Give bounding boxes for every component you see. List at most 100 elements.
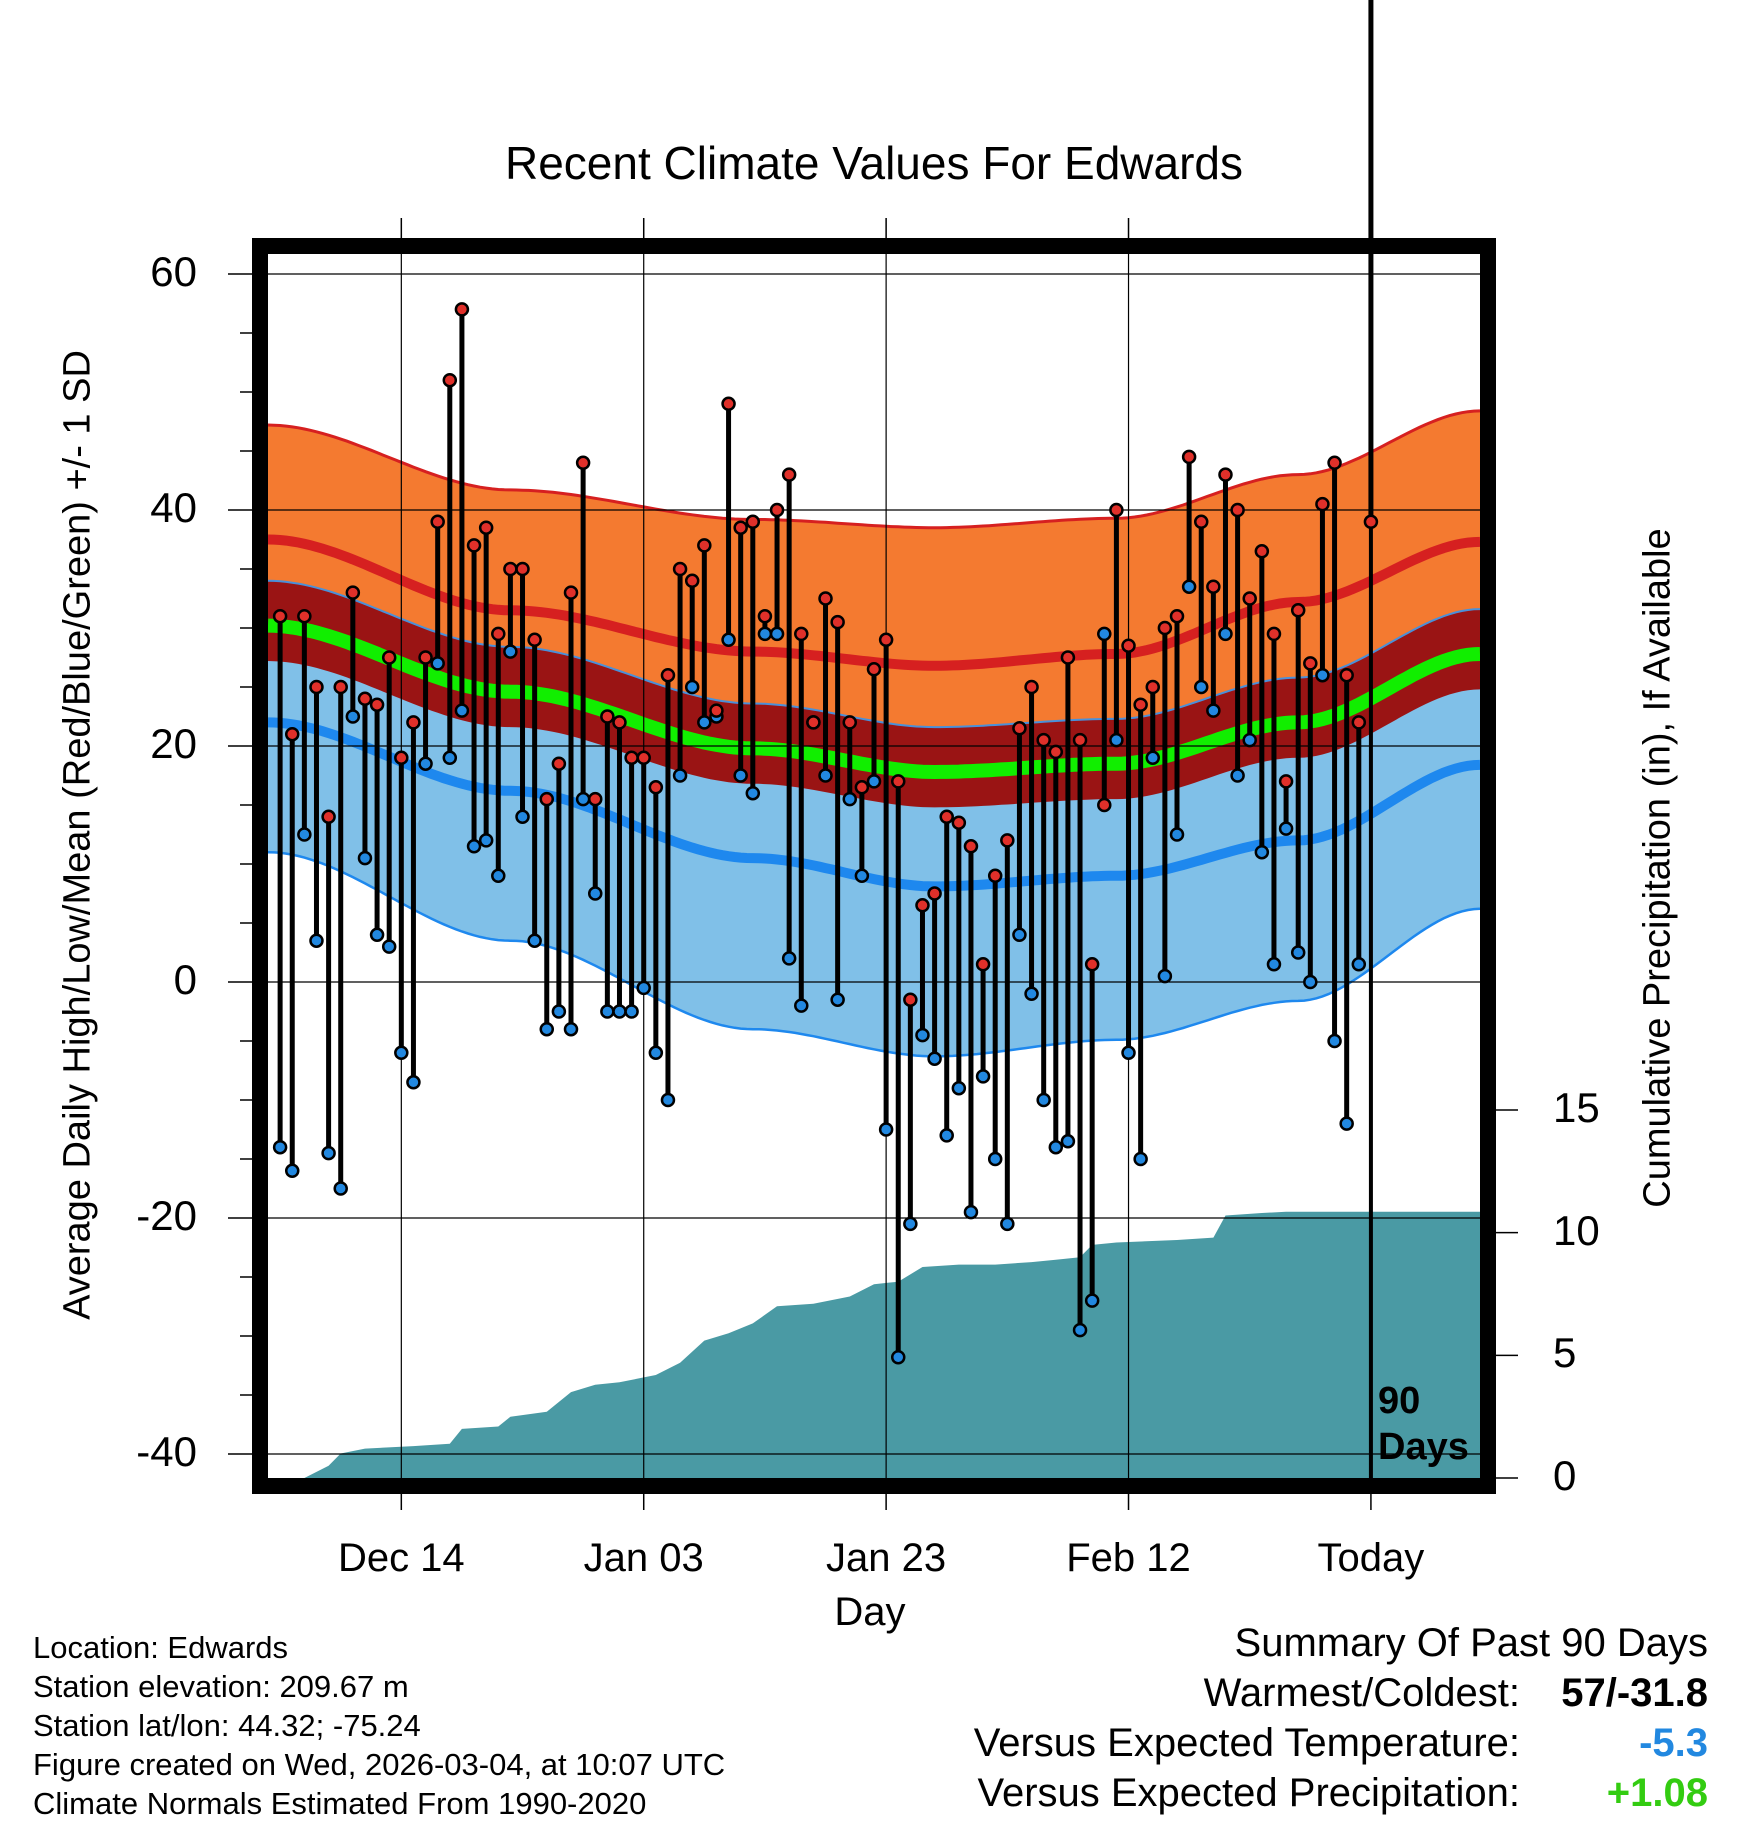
daily-high-point xyxy=(1000,833,1015,848)
y-tick-label: 40 xyxy=(150,484,197,531)
daily-high-point xyxy=(818,591,833,606)
low-normal-line xyxy=(267,717,1481,892)
daily-high-point xyxy=(1290,603,1306,618)
daily-low-point xyxy=(527,933,542,948)
x-tick-label: Today xyxy=(1317,1536,1425,1580)
daily-low-point xyxy=(878,1122,894,1137)
daily-high-point xyxy=(806,715,821,730)
summary-precip-value: +1.08 xyxy=(1606,1771,1708,1815)
y-tick-label: -20 xyxy=(136,1192,197,1239)
daily-low-point xyxy=(757,626,773,642)
daily-high-point xyxy=(345,585,361,600)
daily-high-point xyxy=(1363,514,1379,530)
daily-low-point xyxy=(684,679,700,695)
daily-high-point xyxy=(527,632,542,648)
daily-high-point xyxy=(781,467,797,482)
daily-high-point xyxy=(1097,797,1112,813)
daily-high-point xyxy=(684,573,700,589)
daily-low-point xyxy=(842,791,858,807)
daily-high-point xyxy=(442,372,458,388)
daily-low-point xyxy=(1303,974,1318,990)
daily-high-point xyxy=(272,608,288,624)
daily-high-point xyxy=(1193,514,1209,530)
precipitation-layer xyxy=(268,1211,1480,1478)
daily-low-point xyxy=(587,886,603,901)
daily-high-point xyxy=(381,650,397,665)
daily-low-point xyxy=(672,768,688,783)
daily-low-point xyxy=(1254,844,1270,860)
daily-low-point xyxy=(381,939,397,954)
daily-high-point xyxy=(1048,744,1064,760)
daily-high-point xyxy=(1303,656,1318,671)
summary-warmest-label: Warmest/Coldest: xyxy=(1203,1671,1520,1715)
daily-low-point xyxy=(987,1151,1003,1167)
daily-low-point xyxy=(1097,626,1112,642)
plot-frame xyxy=(252,238,1496,1494)
daily-low-point xyxy=(939,1128,954,1143)
daily-high-point xyxy=(1266,626,1282,642)
daily-high-point xyxy=(927,886,942,901)
daily-high-point xyxy=(1024,679,1039,695)
low-minus-sd-line xyxy=(267,850,1481,1058)
info-location: Location: Edwards xyxy=(33,1630,289,1665)
daily-low-point xyxy=(927,1051,942,1066)
daily-high-point xyxy=(697,538,712,553)
daily-low-point xyxy=(442,750,458,766)
chart-title: Recent Climate Values For Edwards xyxy=(505,137,1243,189)
daily-low-point xyxy=(345,709,361,724)
daily-high-point xyxy=(1218,467,1233,482)
daily-high-point xyxy=(975,957,991,972)
daily-high-point xyxy=(624,750,639,766)
daily-low-point xyxy=(915,1027,930,1043)
daily-low-point xyxy=(1121,1045,1136,1061)
y-tick-label: 60 xyxy=(150,248,197,295)
y-tick-label: 20 xyxy=(150,720,197,767)
daily-high-point xyxy=(721,396,736,412)
daily-low-point xyxy=(1133,1151,1148,1167)
daily-points xyxy=(272,302,1379,1365)
daily-low-point xyxy=(781,951,797,966)
info-elevation: Station elevation: 209.67 m xyxy=(33,1669,409,1704)
daily-low-point xyxy=(369,927,385,943)
daily-high-point xyxy=(575,455,591,471)
summary-heading-text: Summary Of Past 90 Days xyxy=(1234,1621,1708,1665)
daily-low-point xyxy=(272,1139,288,1155)
daily-high-point xyxy=(587,791,603,807)
summary-temp-label: Versus Expected Temperature: xyxy=(973,1721,1520,1765)
daily-low-point xyxy=(309,933,324,948)
daily-high-point xyxy=(903,992,918,1007)
daily-high-point xyxy=(406,715,421,730)
daily-low-point xyxy=(1206,703,1221,718)
daily-high-point xyxy=(1339,667,1354,683)
daily-low-point xyxy=(551,1004,567,1019)
high-plus-sd-line xyxy=(267,409,1481,530)
daily-high-point xyxy=(563,585,579,600)
daily-low-point xyxy=(491,868,506,884)
today-marker-label-line: Days xyxy=(1378,1426,1469,1468)
daily-low-point xyxy=(1327,1033,1342,1049)
daily-high-point xyxy=(284,726,300,742)
daily-high-point xyxy=(709,703,724,718)
daily-high-point xyxy=(1327,455,1342,471)
info-normals: Climate Normals Estimated From 1990-2020 xyxy=(33,1786,647,1821)
daily-low-point xyxy=(818,768,833,783)
daily-high-point xyxy=(1254,544,1270,559)
daily-low-point xyxy=(1290,945,1306,960)
daily-high-point xyxy=(1351,715,1367,730)
daily-low-point xyxy=(745,785,761,801)
precip-tick-label: 15 xyxy=(1553,1084,1600,1131)
daily-low-point xyxy=(612,1004,627,1019)
daily-high-point xyxy=(1072,732,1088,748)
daily-low-point xyxy=(1084,1293,1100,1308)
info-latlon: Station lat/lon: 44.32; -75.24 xyxy=(33,1708,421,1743)
daily-low-point xyxy=(297,827,312,842)
daily-low-point xyxy=(660,1092,676,1108)
daily-low-point xyxy=(1218,626,1233,642)
daily-high-point xyxy=(1109,502,1124,518)
daily-low-point xyxy=(636,980,651,996)
summary-precip-label: Versus Expected Precipitation: xyxy=(977,1771,1520,1815)
x-tick-label: Dec 14 xyxy=(337,1536,465,1580)
daily-high-point xyxy=(939,809,954,825)
daily-high-point xyxy=(454,302,470,317)
